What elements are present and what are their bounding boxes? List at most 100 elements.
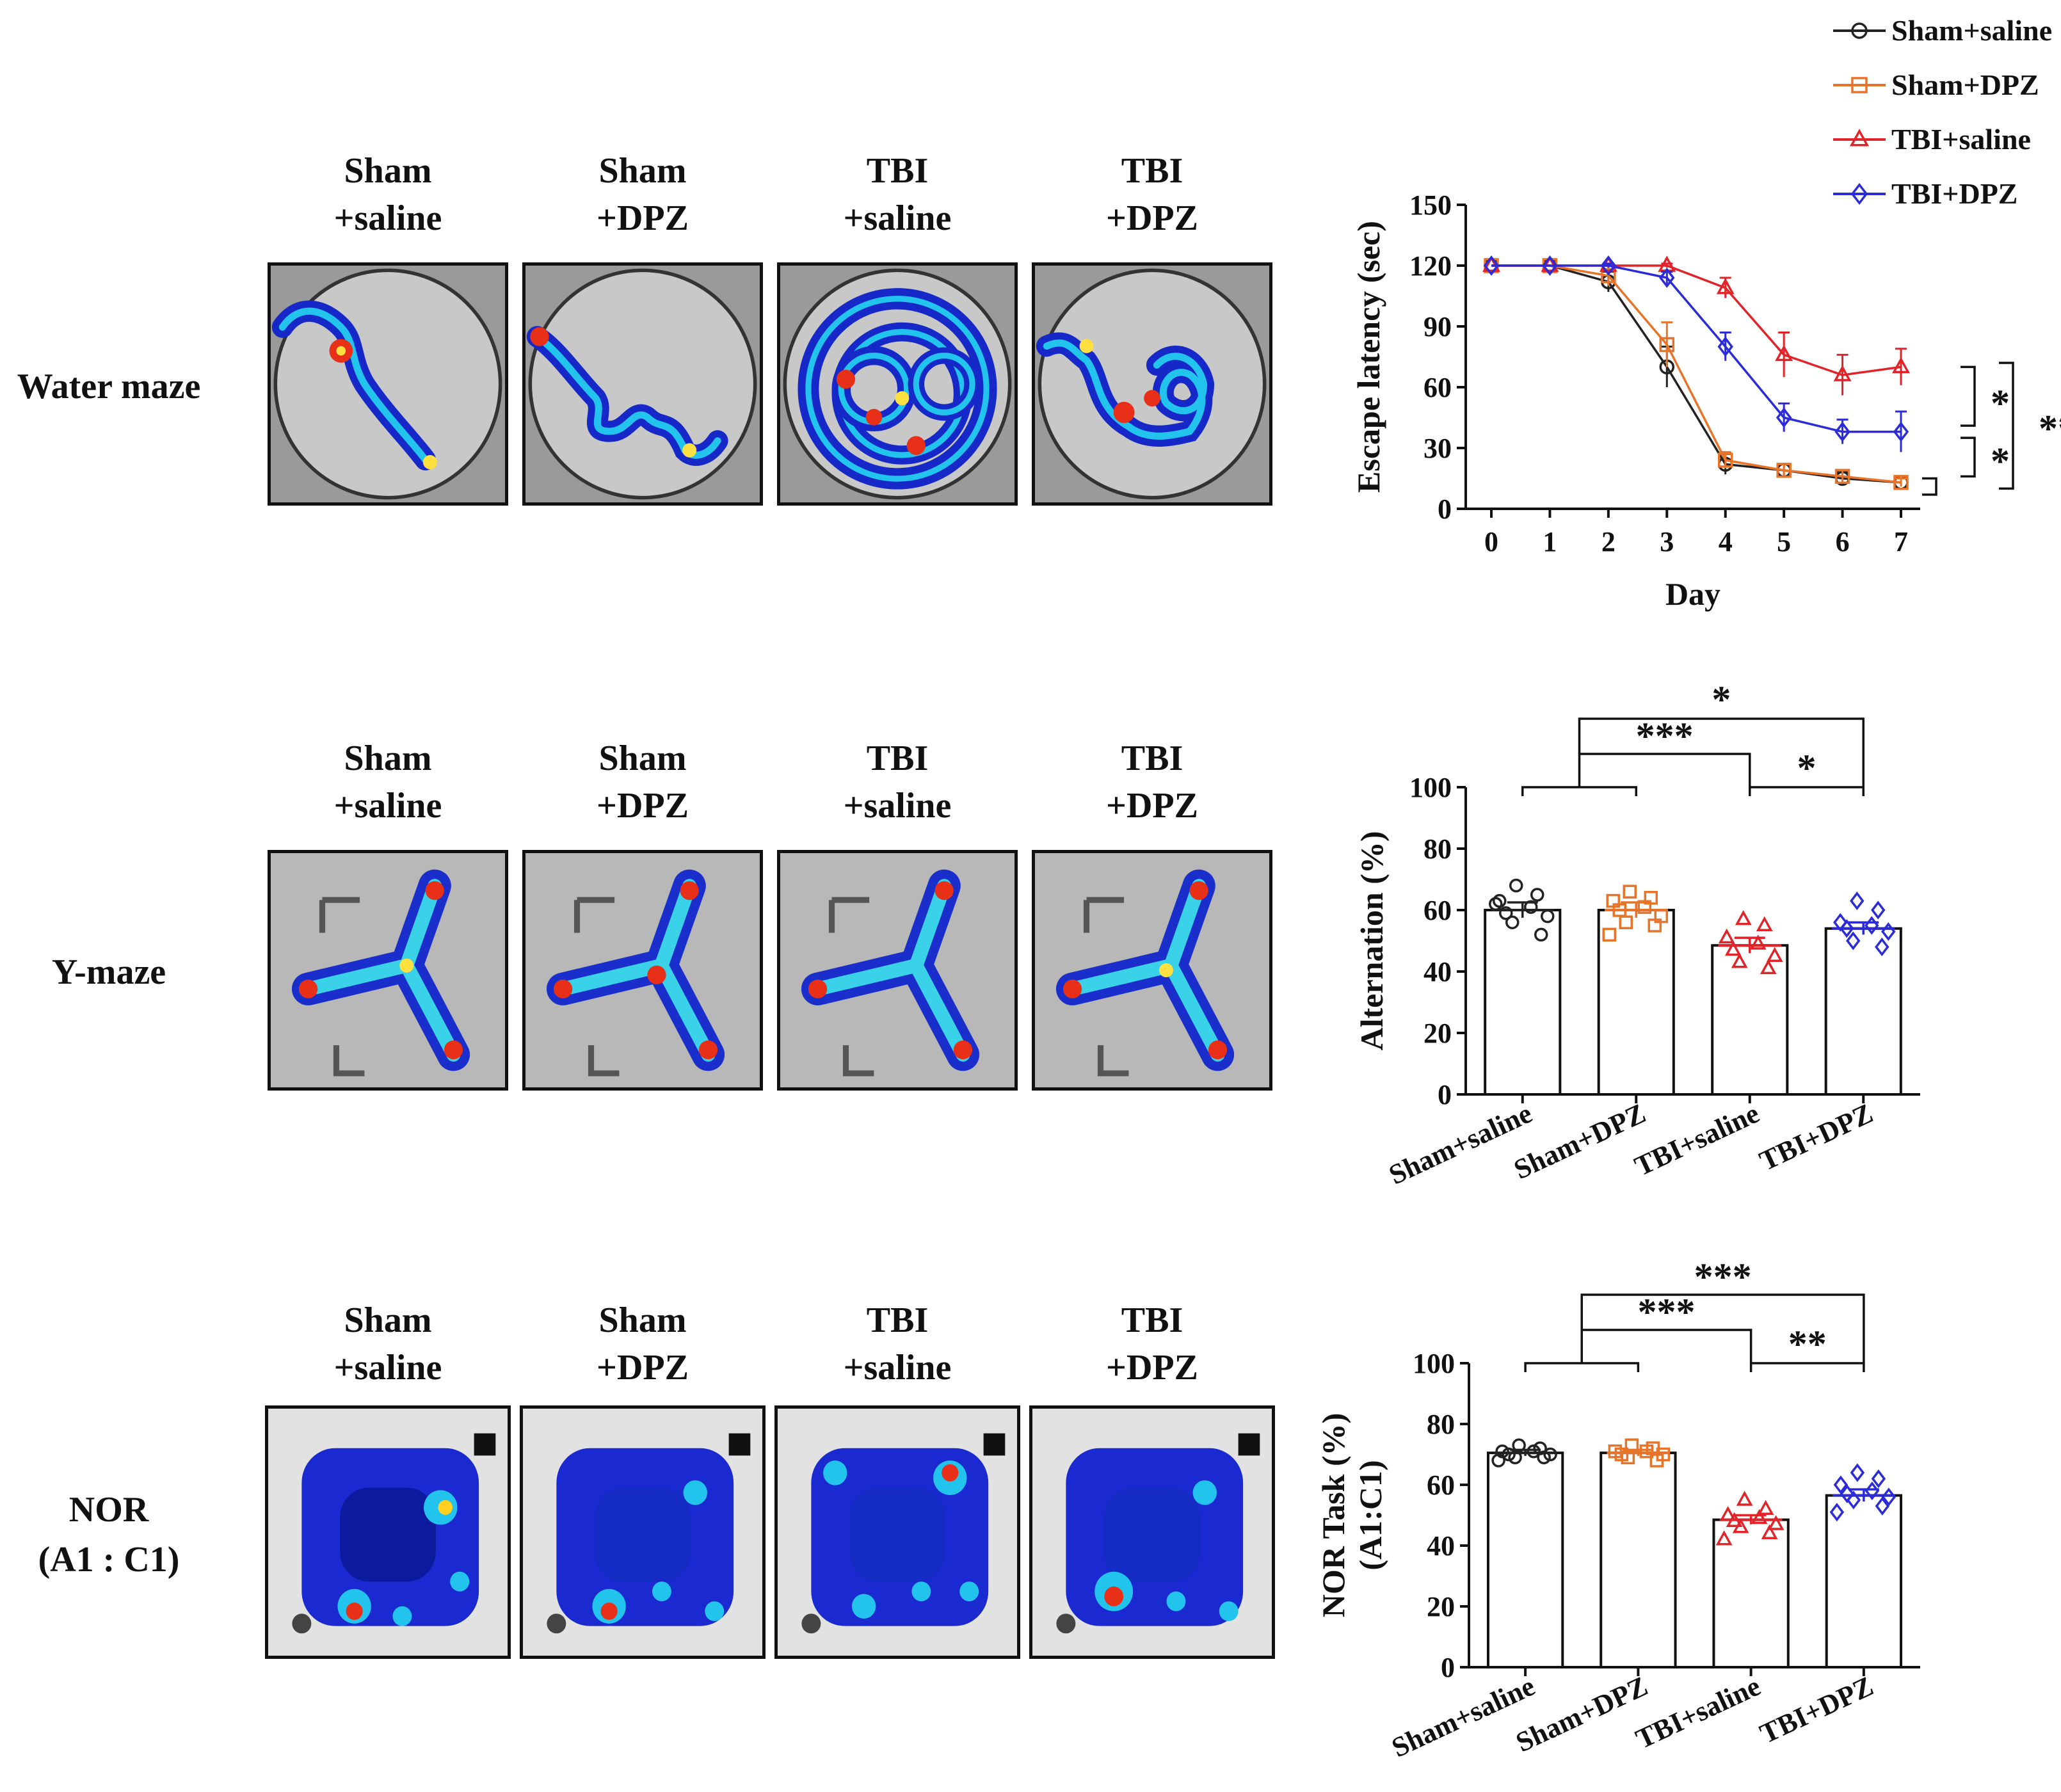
x-tick-label: TBI+saline [1630,1098,1764,1183]
individual-point [1881,1487,1897,1507]
significance-star: * [1991,440,2010,482]
group-title-line1: TBI [1121,739,1183,778]
x-tick-label: 6 [1836,526,1850,557]
data-point [1717,452,1733,468]
data-point [1482,255,1500,272]
legend-label-1: Sham+saline [1891,14,2053,47]
y-tick-label: 20 [1427,1591,1455,1622]
group-title-row2-1: Sham +saline [266,735,509,829]
water-maze-heatmap-tbi-saline [777,262,1018,506]
group-title-row2-4: TBI +DPZ [1030,735,1274,829]
group-title-line2: +DPZ [597,786,689,826]
y-tick-label: 30 [1423,433,1452,464]
individual-point [1639,1444,1654,1459]
y-tick-label: 80 [1427,1409,1455,1440]
data-point [1541,255,1559,272]
individual-point [1840,1484,1855,1503]
y-maze-heatmap-tbi-dpz [1032,850,1272,1091]
y-tick-label: 0 [1438,493,1452,525]
y-tick-label: 100 [1409,772,1452,803]
individual-point [1756,916,1773,931]
y-tick-label: 100 [1413,1348,1455,1379]
individual-point [1833,1475,1848,1494]
individual-point [1537,1450,1551,1464]
y-tick-label: 40 [1427,1530,1455,1562]
data-point [1776,463,1792,478]
legend-swatch-4 [1833,182,1886,205]
significance-star: * [1991,382,2010,424]
row-label-water-maze: Water maze [17,367,201,406]
group-title-line2: +saline [843,1348,952,1388]
group-title-line2: +DPZ [597,198,689,238]
water-maze-heatmap-sham-saline [268,262,508,506]
group-title-line1: Sham [344,151,432,191]
y-tick-label: 60 [1427,1469,1455,1501]
group-title-line2: +saline [843,786,952,826]
group-title-row3-4: TBI +DPZ [1030,1297,1274,1391]
y-maze-heatmap-tbi-saline [777,850,1018,1091]
individual-point [1732,1518,1749,1533]
bracket-sham-vs-tbidpz [1580,1293,1865,1363]
row-label-nor-line1: NOR [68,1490,149,1530]
legend-label-2: Sham+DPZ [1891,68,2039,101]
individual-point [1524,900,1538,914]
series-line-4 [1491,264,1901,433]
group-title-line1: Sham [344,739,432,778]
x-tick-label: 4 [1719,526,1733,557]
individual-point [1499,906,1513,920]
series-line-3 [1491,264,1902,376]
individual-point [1871,900,1886,920]
individual-point [1543,1447,1557,1462]
individual-point [1840,919,1854,938]
bar-2 [1600,1452,1677,1668]
individual-point [1829,1503,1845,1522]
individual-point [1731,953,1748,968]
group-title-row2-2: Sham +DPZ [521,735,764,829]
data-point [1483,255,1500,276]
individual-point [1846,1491,1861,1510]
x-tick-label: 3 [1660,526,1674,557]
individual-point [1757,1500,1774,1515]
legend-marker-circle [1851,22,1868,39]
nor-heatmap-sham-saline [265,1405,511,1659]
alternation-bar-chart: 0 20 40 60 80 100 Sham+salineSham+DPZTBI+salin… [1354,678,1920,1191]
group-title-line1: Sham [598,151,687,191]
y-axis-title-line1: NOR Task (%) [1315,1413,1351,1618]
legend-swatch-2 [1833,77,1886,93]
y-tick-label: 0 [1438,1079,1452,1110]
group-title-line1: Sham [344,1300,432,1340]
individual-point [1865,916,1879,935]
x-tick-label: TBI+saline [1631,1670,1765,1756]
row-label-nor-line2: (A1 : C1) [38,1540,180,1580]
group-title-row1-2: Sham +DPZ [521,147,764,242]
data-point [1659,268,1675,288]
individual-point [1602,927,1616,942]
data-point [1892,356,1910,374]
individual-point [1530,888,1544,902]
x-tick-label: Sham+saline [1384,1098,1537,1191]
data-point [1834,468,1850,484]
series-line-2 [1491,264,1902,484]
data-point [1893,475,1909,490]
y-tick-label: 60 [1423,895,1452,926]
escape-latency-line-chart: 0 30 60 90 120 150 0 1 2 3 4 5 6 7 Day Escape latency (… [1351,189,2061,612]
individual-point [1760,959,1777,975]
group-title-line1: TBI [1121,1300,1183,1340]
group-title-line1: TBI [866,739,929,778]
individual-point [1508,1450,1522,1464]
data-point [1659,337,1675,353]
bracket-sham-groups [1521,786,1637,796]
significance-star: ** [1788,1323,1827,1365]
y-tick-label: 120 [1409,250,1452,282]
individual-point [1502,1447,1516,1462]
bracket-tbidpz-sham [1961,436,1976,478]
data-point [1776,407,1792,428]
group-title-line2: +DPZ [1106,786,1198,826]
legend-label-4: TBI+DPZ [1891,177,2018,210]
y-axis-title-line2: (A1:C1) [1352,1460,1388,1570]
bar-1 [1484,909,1562,1096]
y-tick-label: 60 [1423,372,1452,403]
x-tick-label: TBI+DPZ [1755,1670,1878,1750]
individual-point [1491,1453,1505,1468]
group-title-row2-3: TBI +saline [776,735,1019,829]
